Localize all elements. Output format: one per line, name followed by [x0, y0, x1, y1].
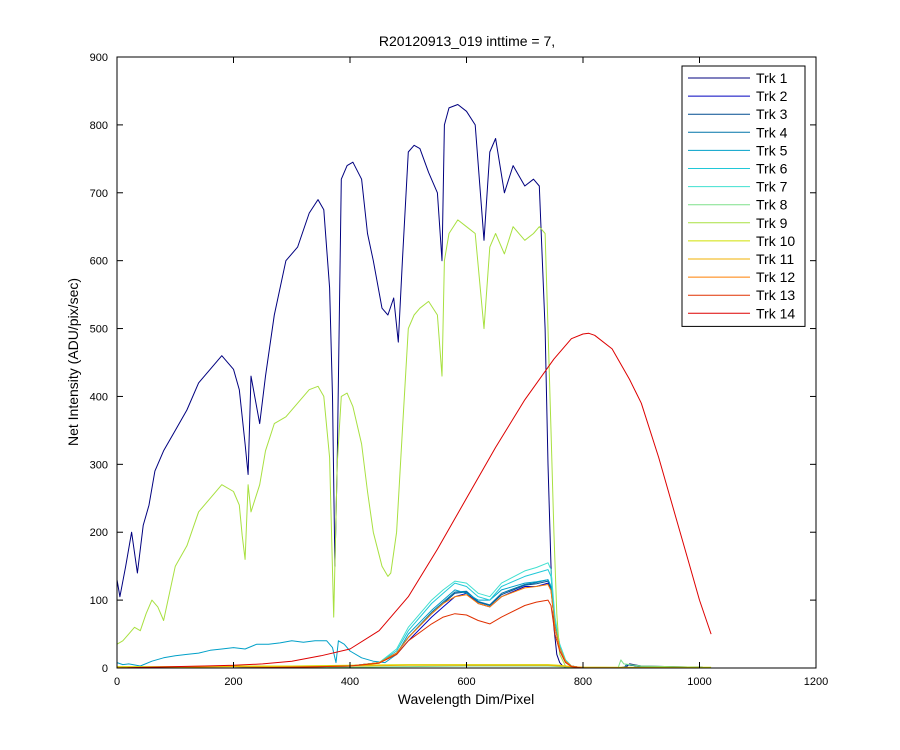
- legend-entry: Trk 11: [756, 251, 794, 267]
- legend-entry: Trk 8: [756, 197, 788, 213]
- legend-entry: Trk 4: [756, 124, 788, 140]
- legend-entry: Trk 10: [756, 233, 795, 249]
- series-line-trk-14: [116, 332, 712, 669]
- y-tick-label: 200: [90, 527, 108, 539]
- y-axis: 0 100 200 300 400 500 600 700 800 900: [90, 52, 816, 675]
- series-line-trk-5: [116, 579, 712, 669]
- x-axis: 0 200 400 600 800 1000 1200: [114, 57, 828, 688]
- y-tick-label: 0: [102, 663, 108, 675]
- chart-title: R20120913_019 inttime = 7,: [379, 33, 555, 49]
- x-axis-label: Wavelength Dim/Pixel: [398, 691, 534, 707]
- legend-entry: Trk 6: [756, 161, 788, 177]
- legend-entry: Trk 2: [756, 88, 788, 104]
- series-layer: [116, 104, 712, 669]
- y-tick-label: 800: [90, 120, 108, 132]
- y-tick-label: 400: [90, 391, 108, 403]
- legend-entry: Trk 1: [756, 70, 788, 86]
- legend-entry: Trk 7: [756, 179, 788, 195]
- x-tick-label: 800: [574, 676, 592, 688]
- y-tick-label: 600: [90, 256, 108, 268]
- y-tick-label: 700: [90, 188, 108, 200]
- x-tick-label: 600: [457, 676, 475, 688]
- legend-entry: Trk 14: [756, 305, 795, 321]
- legend: Trk 1 Trk 2 Trk 3 Trk 4 Trk 5 Trk 6 Trk 7 Trk 8…: [681, 65, 806, 327]
- series-line-trk-13: [117, 599, 712, 669]
- y-axis-label: Net Intensity (ADU/pix/sec): [65, 278, 81, 446]
- legend-entry: Trk 5: [756, 142, 788, 158]
- y-tick-label: 300: [90, 459, 108, 471]
- series-line-trk-9: [116, 219, 712, 669]
- y-tick-label: 100: [90, 595, 108, 607]
- x-tick-label: 0: [114, 676, 120, 688]
- y-tick-label: 900: [90, 52, 108, 64]
- x-tick-label: 1000: [687, 676, 711, 688]
- x-tick-label: 200: [224, 676, 242, 688]
- legend-entry: Trk 9: [756, 215, 788, 231]
- legend-box: [681, 65, 806, 327]
- series-line-trk-1: [116, 104, 712, 669]
- y-tick-label: 500: [90, 324, 108, 336]
- legend-entry: Trk 3: [756, 106, 788, 122]
- legend-entry: Trk 13: [756, 287, 795, 303]
- x-tick-label: 1200: [804, 676, 828, 688]
- x-tick-label: 400: [341, 676, 359, 688]
- legend-entry: Trk 12: [756, 269, 795, 285]
